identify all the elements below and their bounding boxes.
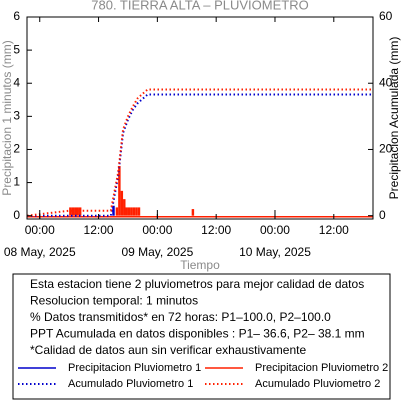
y2-tick-label: 60: [379, 9, 393, 23]
y-axis-label: Precipitacion 1 minutos (mm): [0, 40, 14, 195]
legend-label: Acumulado Pluviometro 2: [255, 378, 380, 390]
legend-label: Precipitacion Pluviometro 1: [68, 362, 201, 374]
y-tick-label: 5: [13, 42, 20, 56]
precip-bar: [123, 199, 126, 216]
y2-axis-label: Precipitacion Acumulada (mm): [387, 37, 401, 200]
y-tick-label: 3: [13, 109, 20, 123]
accum-line: [27, 93, 373, 217]
info-line: Esta estacion tiene 2 pluviometros para …: [30, 277, 364, 291]
x-tick-label: 00:00: [260, 223, 290, 237]
x-tick-label: 12:00: [201, 223, 231, 237]
precip-bar: [69, 207, 72, 216]
y-tick-label: 1: [13, 175, 20, 189]
y2-tick-label: 40: [379, 75, 393, 89]
y2-tick-label: 20: [379, 142, 393, 156]
x-tick-label: 12:00: [84, 223, 114, 237]
precip-bar: [76, 207, 79, 216]
precip-bar: [71, 207, 75, 216]
x-tick-label: 00:00: [142, 223, 172, 237]
legend-label: Precipitacion Pluviometro 2: [255, 362, 388, 374]
precip-bar: [137, 207, 141, 216]
y-tick-label: 2: [13, 142, 20, 156]
info-line: % Datos transmitidos* en 72 horas: P1–10…: [30, 310, 331, 324]
precip-bar: [120, 190, 124, 216]
info-line: PPT Acumulada en datos disponibles : P1–…: [30, 327, 365, 341]
legend-label: Acumulado Pluviometro 1: [68, 378, 193, 390]
y-tick-label: 4: [13, 75, 20, 89]
y2-tick-label: 0: [379, 208, 386, 222]
x-tick-label: 12:00: [319, 223, 349, 237]
x-date-label: 08 May, 2025: [4, 245, 76, 259]
x-date-label: 09 May, 2025: [121, 245, 193, 259]
plot-frame: [26, 16, 374, 220]
precip-bar: [112, 205, 115, 216]
info-line: Resolucion temporal: 1 minutos: [30, 294, 198, 308]
precip-bar: [118, 166, 121, 216]
precip-bar: [115, 207, 119, 216]
chart-title: 780. TIERRA ALTA – PLUVIOMETRO: [91, 0, 308, 12]
accum-line: [26, 88, 373, 217]
x-date-label: 10 May, 2025: [239, 245, 311, 259]
info-box: [12, 273, 391, 400]
y-tick-label: 6: [13, 9, 20, 23]
precip-bar: [125, 207, 128, 216]
info-line: *Calidad de datos aun sin verificar exha…: [30, 343, 306, 357]
precip-bar: [127, 207, 131, 216]
x-tick-label: 00:00: [25, 223, 55, 237]
y-tick-label: 0: [13, 208, 20, 222]
x-axis-label: Tiempo: [180, 258, 220, 272]
precip-bar: [191, 209, 195, 216]
precip-bar: [135, 207, 138, 216]
precip-bar: [130, 207, 133, 216]
precip-bar: [132, 207, 136, 216]
